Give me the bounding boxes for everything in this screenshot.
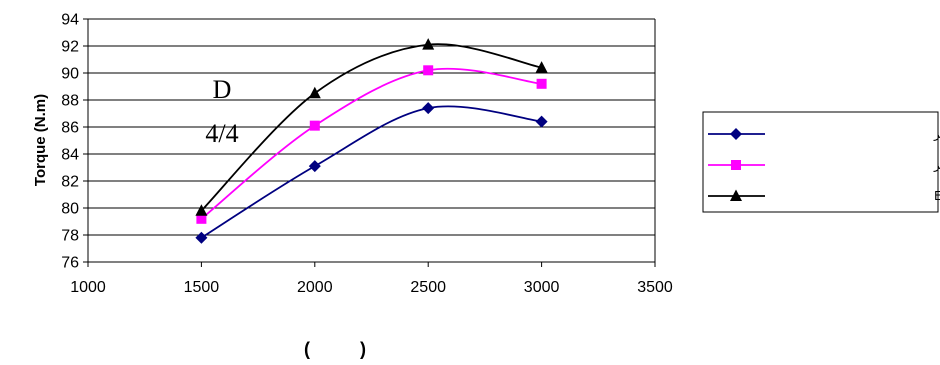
series-line-0 [200, 105, 542, 239]
y-tick-label: 76 [61, 255, 79, 272]
data-point-diamond [422, 102, 435, 115]
series-lines [195, 38, 548, 244]
x-tick-labels: 1000 1500 2000 2500 3000 3500 [70, 279, 673, 296]
data-point-triangle [535, 61, 548, 73]
legend-label-2: بـــدون EGR [934, 189, 940, 204]
y-axis-label: Torque (N.m) [32, 94, 49, 186]
y-tick-labels: 76 78 80 82 84 86 88 90 92 94 [61, 12, 79, 272]
y-tick-label: 84 [61, 147, 79, 164]
x-tick-label: 2500 [410, 279, 446, 296]
annotation-fraction: 4/4 [205, 119, 238, 148]
data-point-square [309, 120, 320, 131]
annotation-d: D [213, 75, 232, 104]
series-line-2 [200, 43, 542, 212]
data-point-square [196, 213, 207, 224]
series-line-1 [200, 67, 542, 220]
y-tick-label: 94 [61, 12, 79, 29]
data-point-triangle [308, 86, 321, 99]
x-tick-label: 3000 [524, 279, 560, 296]
y-tick-label: 86 [61, 120, 79, 137]
y-tick-label: 90 [61, 66, 79, 83]
legend-label-0: بــه همــراه EGR تميز [933, 127, 940, 142]
data-point-triangle [195, 204, 208, 216]
x-tick-label: 1000 [70, 279, 106, 296]
x-tick-label: 2000 [297, 279, 333, 296]
x-axis-label: ( ) [304, 339, 366, 359]
y-tick-label: 82 [61, 174, 79, 191]
legend: بــه همــراه EGR تميز به همراه EGR غير تم… [702, 111, 940, 213]
legend-label-1: به همراه EGR غير تميز [933, 158, 940, 173]
x-tick-label: 1500 [184, 279, 220, 296]
data-point-triangle [730, 189, 742, 201]
data-point-triangle [422, 38, 435, 50]
data-point-square [536, 78, 547, 89]
grid-lines [83, 18, 655, 263]
y-tick-label: 78 [61, 228, 79, 245]
y-tick-label: 92 [61, 39, 79, 56]
data-point-diamond [195, 231, 208, 244]
data-point-diamond [730, 128, 742, 140]
data-point-square [731, 160, 741, 170]
data-point-diamond [535, 115, 548, 128]
y-tick-label: 88 [61, 93, 79, 110]
data-point-square [423, 65, 434, 76]
data-point-diamond [308, 160, 321, 173]
axes [87, 19, 656, 267]
y-tick-label: 80 [61, 201, 79, 218]
x-tick-label: 3500 [637, 279, 673, 296]
